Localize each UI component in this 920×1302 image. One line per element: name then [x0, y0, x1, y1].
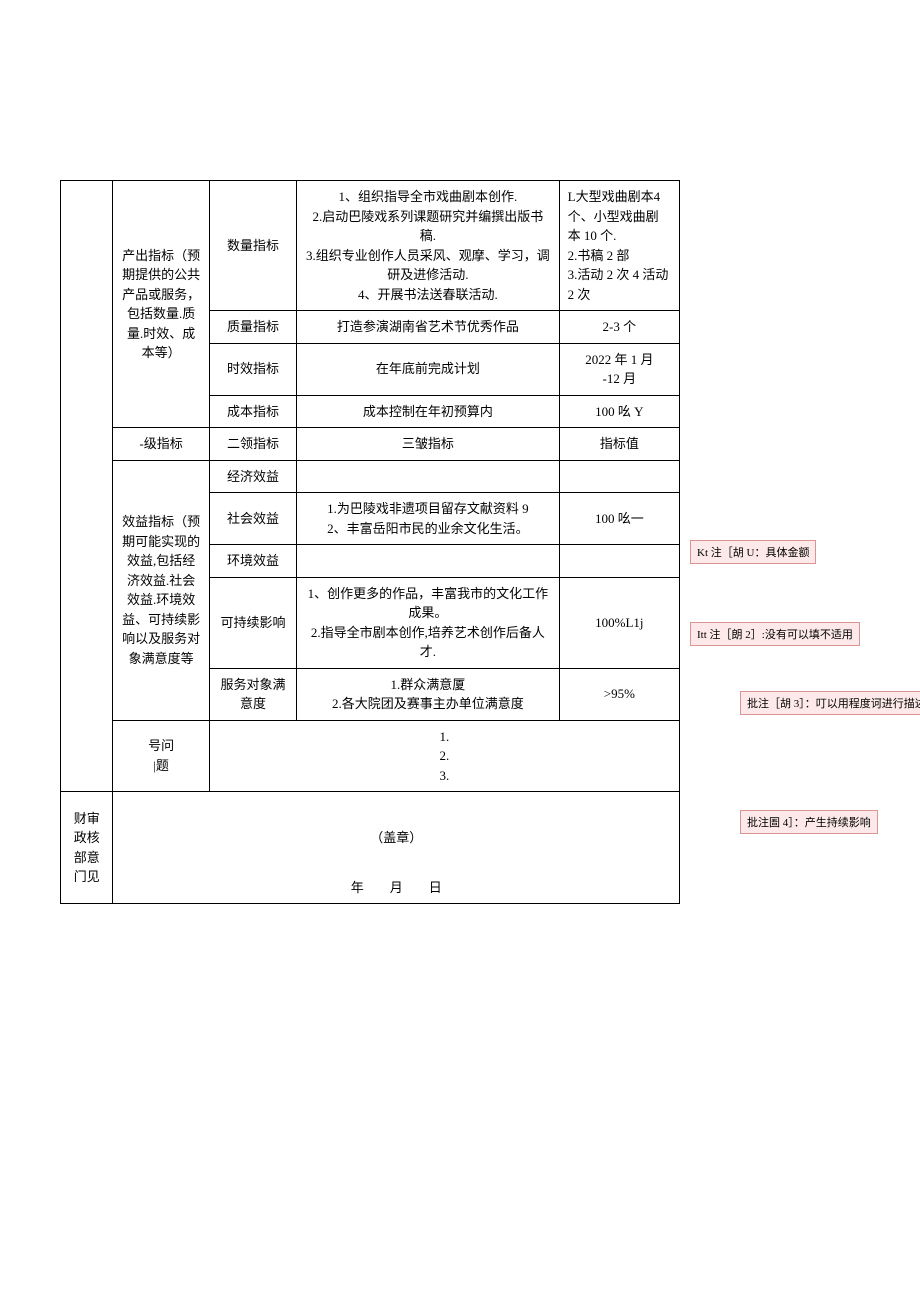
header-col1: -级指标	[113, 428, 209, 461]
section-label	[61, 181, 113, 792]
date-line: 年 月 日	[121, 858, 671, 898]
desc-sustain: 1、创作更多的作品，丰富我市的文化工作成果。 2.指导全市剧本创作,培养艺术创作…	[297, 577, 559, 668]
comment-3: 批注［胡 3］：叮以用程度诃进行描述	[740, 691, 920, 715]
comment-4: 批注圄 4］：产生持续影响	[740, 810, 878, 834]
header-col4: 指标值	[559, 428, 679, 461]
desc-satisfaction: 1.群众满意厦 2.各大院团及赛事主办单位满意度	[297, 668, 559, 720]
desc-economic	[297, 460, 559, 493]
desc-social: 1.为巴陵戏非遗项目留存文献资料 9 2、丰富岳阳市民的业余文化生活。	[297, 493, 559, 545]
value-time: 2022 年 1 月 -12 月	[559, 343, 679, 395]
value-quality: 2-3 个	[559, 311, 679, 344]
subcat-env: 环境效益	[209, 545, 296, 578]
performance-table: 产出指标（预期提供的公共产品或服务，包括数量.质量.时效、成本等） 数量指标 1…	[60, 180, 680, 904]
value-satisfaction: >95%	[559, 668, 679, 720]
subcat-sustain: 可持续影响	[209, 577, 296, 668]
desc-quantity: 1、组织指导全市戏曲剧本创作. 2.启动巴陵戏系列课题研究并编撰出版书稿. 3.…	[297, 181, 559, 311]
header-col3: 三皱指标	[297, 428, 559, 461]
value-sustain: 100%L1j	[559, 577, 679, 668]
desc-cost: 成本控制在年初预算内	[297, 395, 559, 428]
subcat-social: 社会效益	[209, 493, 296, 545]
audit-label: 财审政核 部意门见	[61, 792, 113, 904]
output-category: 产出指标（预期提供的公共产品或服务，包括数量.质量.时效、成本等）	[113, 181, 209, 428]
subcat-economic: 经济效益	[209, 460, 296, 493]
subcat-quantity: 数量指标	[209, 181, 296, 311]
header-col2: 二领指标	[209, 428, 296, 461]
value-social: 100 吆一	[559, 493, 679, 545]
problems-label: 号问 |题	[113, 720, 209, 792]
value-env	[559, 545, 679, 578]
benefit-category: 效益指标（预期可能实现的效益,包括经济效益.社会效益.环境效益、可持续影响以及服…	[113, 460, 209, 720]
subcat-quality: 质量指标	[209, 311, 296, 344]
value-cost: 100 吆 Y	[559, 395, 679, 428]
subcat-time: 时效指标	[209, 343, 296, 395]
value-quantity: L大型戏曲剧本4个、小型戏曲剧本 10 个. 2.书稿 2 部 3.活动 2 次…	[559, 181, 679, 311]
comment-2: Itt 注［朗 2］:没有可以填不适用	[690, 622, 860, 646]
desc-env	[297, 545, 559, 578]
desc-quality: 打造参演湖南省艺术节优秀作品	[297, 311, 559, 344]
subcat-cost: 成本指标	[209, 395, 296, 428]
problems-content: 1. 2. 3.	[209, 720, 679, 792]
seal-text: （盖章）	[121, 798, 671, 858]
desc-time: 在年底前完成计划	[297, 343, 559, 395]
subcat-satisfaction: 服务对象满意度	[209, 668, 296, 720]
value-economic	[559, 460, 679, 493]
audit-content: （盖章） 年 月 日	[113, 792, 680, 904]
comment-1: Kt 注［胡 U：具体金额	[690, 540, 816, 564]
